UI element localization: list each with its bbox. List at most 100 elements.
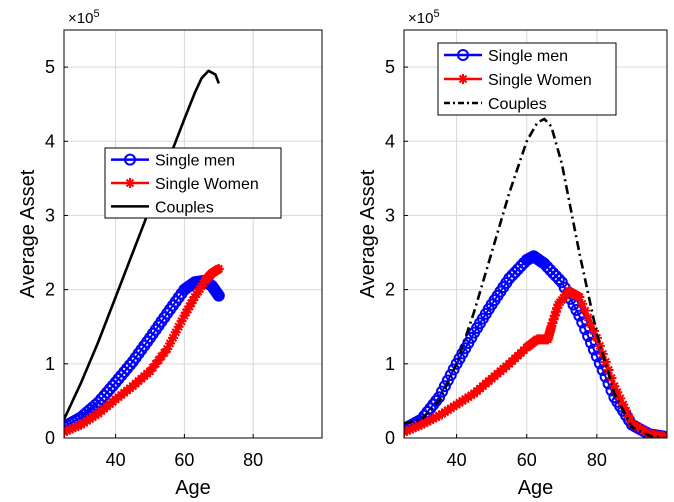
data-point [609, 381, 620, 392]
data-point [552, 303, 563, 314]
data-point [109, 376, 122, 389]
data-point [176, 316, 187, 327]
data-point [67, 423, 78, 434]
y-tick-label: 2 [45, 280, 55, 300]
data-point [123, 359, 136, 372]
y-tick-label: 0 [385, 428, 395, 448]
y-tick-label: 2 [385, 280, 395, 300]
data-point [606, 373, 617, 384]
data-point [404, 425, 412, 436]
data-point [165, 338, 176, 349]
data-point [624, 411, 635, 422]
data-point [550, 306, 561, 317]
legend-marker [458, 74, 468, 84]
y-exponent-power: 5 [433, 8, 439, 20]
legend-label: Single Women [488, 72, 592, 89]
y-axis-label: Average Asset [357, 169, 379, 298]
data-point [121, 362, 134, 375]
data-point [552, 273, 565, 286]
x-tick-label: 80 [587, 450, 607, 470]
series-markers-single-women [64, 263, 224, 438]
y-tick-label: 1 [385, 354, 395, 374]
y-exponent-power: 5 [93, 8, 99, 20]
data-point [410, 422, 421, 433]
y-tick-label: 1 [45, 354, 55, 374]
series-group [404, 117, 667, 438]
data-point [167, 332, 178, 343]
x-axis-label: Age [518, 477, 554, 499]
data-point [588, 326, 599, 337]
legend-label: Single men [155, 153, 235, 170]
legend-marker [124, 153, 136, 166]
series-line-couples [404, 117, 664, 438]
x-tick-label: 60 [517, 450, 537, 470]
data-point [162, 343, 173, 354]
y-tick-label: 4 [45, 131, 55, 151]
x-axis-label: Age [175, 477, 211, 499]
y-axis-label: Average Asset [17, 169, 39, 298]
y-tick-label: 3 [45, 205, 55, 225]
y-tick-label: 0 [45, 428, 55, 448]
data-point [118, 365, 131, 378]
data-point [547, 318, 558, 329]
axes-box [63, 29, 323, 439]
data-point [546, 321, 557, 332]
data-point [64, 425, 72, 436]
y-exponent-label: ×105 [68, 8, 100, 27]
y-tick-label: 4 [385, 131, 395, 151]
data-point [425, 415, 436, 426]
x-tick-label: 40 [106, 450, 126, 470]
data-point [574, 292, 585, 303]
data-point [612, 387, 623, 398]
data-point [580, 305, 591, 316]
data-point [583, 312, 594, 323]
data-point [621, 405, 632, 416]
legend-label: Couples [488, 96, 547, 113]
data-point [404, 424, 415, 435]
series-markers-single-women [404, 286, 667, 438]
legend-marker [457, 49, 469, 61]
data-point [603, 365, 614, 375]
data-point [422, 416, 433, 427]
data-point [594, 340, 605, 351]
legend-label: Single men [488, 48, 568, 65]
data-point [112, 372, 125, 385]
data-point [213, 263, 224, 274]
y-tick-label: 3 [385, 205, 395, 225]
data-point [106, 379, 119, 392]
x-tick-label: 40 [447, 450, 467, 470]
data-point [64, 424, 75, 435]
data-point [173, 321, 184, 332]
data-point [549, 310, 560, 321]
data-point [428, 413, 439, 424]
data-point [413, 420, 424, 431]
y-exponent-label: ×105 [408, 8, 440, 27]
data-point [615, 393, 626, 404]
x-tick-label: 60 [174, 450, 194, 470]
y-tick-label: 5 [385, 57, 395, 77]
y-tick-label: 5 [45, 57, 55, 77]
legend-label: Single Women [155, 176, 259, 193]
data-point [416, 419, 427, 430]
data-point [548, 314, 559, 325]
data-point [407, 423, 418, 434]
x-tick-label: 80 [243, 450, 263, 470]
data-point [70, 422, 81, 433]
legend: Single men Single Women Couples [437, 42, 617, 116]
legend-label: Couples [155, 199, 214, 216]
axes-box [403, 29, 668, 439]
data-point [586, 319, 597, 330]
data-point [115, 369, 128, 382]
data-point [431, 412, 442, 423]
data-point [600, 356, 611, 367]
data-point [212, 289, 225, 302]
data-point [419, 418, 430, 429]
data-point [170, 327, 181, 338]
legend: Single men Single Women Couples [104, 147, 282, 219]
data-point [618, 399, 629, 410]
series-markers-single-men [64, 274, 225, 433]
data-point [577, 298, 588, 309]
